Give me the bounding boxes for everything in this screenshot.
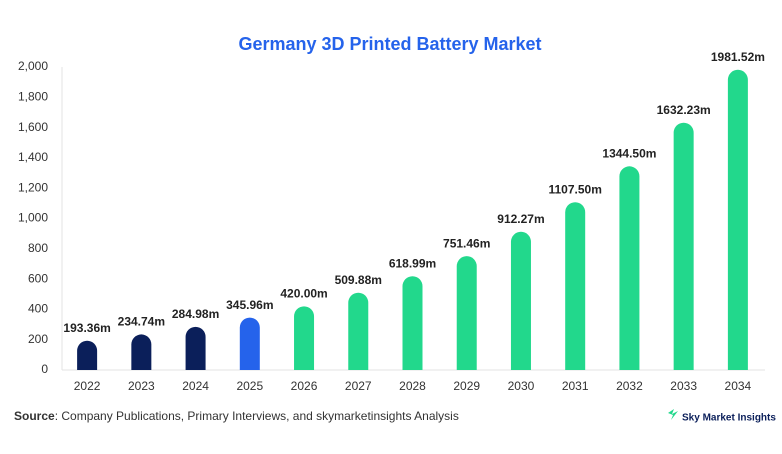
bar (510, 231, 531, 370)
x-tick-label: 2022 (74, 379, 101, 393)
x-tick-label: 2024 (182, 379, 209, 393)
x-tick-label: 2030 (508, 379, 535, 393)
value-label: 751.46m (443, 236, 490, 250)
value-label: 284.98m (172, 307, 219, 321)
bar (673, 122, 694, 370)
bar (348, 292, 369, 370)
x-tick-label: 2027 (345, 379, 372, 393)
bar (565, 202, 586, 370)
y-tick-label: 200 (28, 332, 48, 346)
bar (77, 340, 98, 370)
y-tick-label: 1,600 (18, 120, 48, 134)
bar (294, 306, 315, 370)
brand: Sky Market Insights (682, 413, 776, 424)
value-label: 345.96m (226, 298, 273, 312)
value-label: 1107.50m (548, 182, 601, 196)
y-tick-label: 2,000 (18, 59, 48, 73)
bar (727, 69, 748, 371)
source-text: : Company Publications, Primary Intervie… (55, 409, 459, 423)
bar (131, 334, 152, 370)
value-label: 420.00m (280, 287, 327, 301)
x-tick-label: 2034 (725, 379, 752, 393)
chart-title: Germany 3D Printed Battery Market (238, 34, 541, 54)
bar (619, 166, 640, 370)
value-label: 618.99m (389, 256, 436, 270)
value-label: 1981.52m (711, 50, 765, 64)
x-tick-label: 2033 (670, 379, 697, 393)
source: Source: Company Publications, Primary In… (14, 409, 459, 423)
x-tick-label: 2028 (399, 379, 426, 393)
y-tick-label: 1,200 (18, 180, 48, 194)
source-label: Source (14, 409, 55, 423)
x-tick-label: 2032 (616, 379, 643, 393)
bar (402, 276, 423, 370)
y-tick-label: 0 (41, 362, 48, 376)
value-label: 1632.23m (657, 103, 711, 117)
brand-icon (668, 409, 678, 420)
bar (456, 256, 477, 370)
y-tick-label: 1,800 (18, 89, 48, 103)
x-tick-label: 2029 (453, 379, 480, 393)
x-tick-label: 2023 (128, 379, 155, 393)
bar (239, 317, 260, 370)
y-tick-label: 800 (28, 241, 48, 255)
y-tick-label: 1,400 (18, 150, 48, 164)
x-tick-label: 2025 (236, 379, 263, 393)
x-tick-label: 2026 (291, 379, 318, 393)
y-tick-label: 400 (28, 302, 48, 316)
value-label: 912.27m (497, 212, 544, 226)
y-tick-label: 1,000 (18, 211, 48, 225)
bar (185, 326, 206, 370)
value-label: 509.88m (335, 273, 382, 287)
x-tick-label: 2031 (562, 379, 589, 393)
y-tick-label: 600 (28, 271, 48, 285)
value-label: 234.74m (118, 315, 165, 329)
value-label: 193.36m (63, 321, 110, 335)
value-label: 1344.50m (602, 146, 656, 160)
